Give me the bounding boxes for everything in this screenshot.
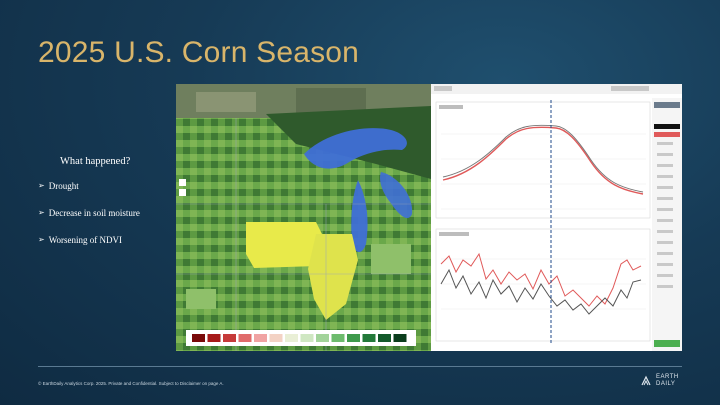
what-happened-heading: What happened? — [60, 156, 131, 167]
sidebar-item[interactable] — [657, 175, 673, 178]
legend-swatch — [331, 334, 345, 342]
apply-button[interactable] — [654, 340, 680, 347]
footer-divider — [38, 366, 682, 367]
ndvi-current-line — [442, 126, 644, 195]
sidebar-item[interactable] — [657, 219, 673, 222]
sidebar-item[interactable] — [657, 230, 673, 233]
arrow-bullet-icon: ➢ — [38, 235, 45, 244]
sidebar-item[interactable] — [654, 132, 680, 137]
bullet-list: ➢ Drought ➢ Decrease in soil moisture ➢ Wor… — [38, 181, 140, 262]
sidebar-item[interactable] — [657, 142, 673, 145]
slide-title: 2025 U.S. Corn Season — [38, 36, 360, 69]
soil-moisture-reference-line — [440, 268, 642, 315]
earth-daily-logo: EARTH DAILY — [640, 374, 679, 388]
ndvi-map — [176, 84, 431, 351]
ndvi-reference-line — [442, 124, 644, 193]
sidebar-item[interactable] — [657, 263, 673, 266]
legend-swatch — [238, 334, 252, 342]
sidebar-item[interactable] — [657, 186, 673, 189]
toolbar-control[interactable] — [611, 86, 649, 91]
legend-swatch — [192, 334, 205, 342]
legend-swatch — [316, 334, 329, 342]
legend-swatch — [300, 334, 314, 342]
sidebar-item[interactable] — [657, 208, 673, 211]
bullet-item: ➢ Drought — [38, 181, 140, 208]
legend-swatch — [285, 334, 298, 342]
layers-icon[interactable] — [179, 179, 186, 186]
ndvi-map-graphic — [176, 84, 431, 351]
bullet-text: Worsening of NDVI — [48, 235, 122, 245]
sidebar-item[interactable] — [657, 164, 673, 167]
app-screenshot — [176, 84, 682, 351]
sidebar-item[interactable] — [657, 285, 673, 288]
logo-mark-icon — [641, 375, 651, 386]
legend-swatch — [207, 334, 221, 342]
logo-word-1: EARTH — [656, 374, 679, 380]
bullet-text: Decrease in soil moisture — [48, 208, 140, 218]
sidebar-header[interactable] — [654, 102, 680, 108]
bullet-item: ➢ Worsening of NDVI — [38, 235, 140, 262]
legend-swatch — [223, 334, 236, 342]
sidebar-item[interactable] — [657, 153, 673, 156]
arrow-bullet-icon: ➢ — [38, 181, 45, 190]
legend-swatch — [393, 334, 407, 342]
bullet-item: ➢ Decrease in soil moisture — [38, 208, 140, 235]
soil-moisture-current-line — [440, 252, 642, 307]
ndvi-charts-graphic — [431, 84, 682, 351]
footer-text: © EarthDaily Analytics Corp. 2025. Priva… — [38, 381, 224, 386]
toolbar-control[interactable] — [434, 86, 452, 91]
arrow-bullet-icon: ➢ — [38, 208, 45, 217]
legend-swatch — [269, 334, 283, 342]
sidebar-item[interactable] — [657, 274, 673, 277]
sidebar-item[interactable] — [657, 197, 673, 200]
ndvi-charts-panel — [431, 84, 682, 351]
legend-swatch — [254, 334, 267, 342]
logo-word-2: DAILY — [656, 381, 676, 387]
legend-swatch — [347, 334, 360, 342]
legend-swatch — [378, 334, 391, 342]
sidebar-item[interactable] — [657, 241, 673, 244]
sidebar-item[interactable] — [654, 124, 680, 129]
bullet-text: Drought — [48, 181, 79, 191]
sidebar-item[interactable] — [657, 252, 673, 255]
legend-swatch — [362, 334, 376, 342]
zoom-icon[interactable] — [179, 189, 186, 196]
